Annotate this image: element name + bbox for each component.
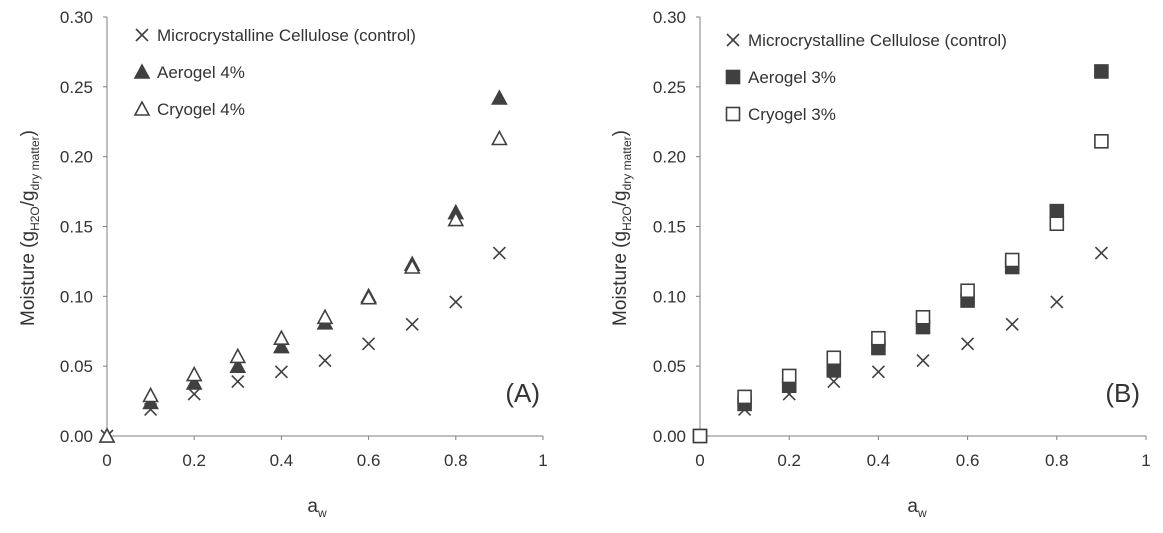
- legend-label: Microcrystalline Cellulose (control): [748, 31, 1007, 50]
- data-point: [187, 387, 201, 401]
- data-point: [1005, 317, 1019, 331]
- legend-label: Cryogel 3%: [748, 105, 836, 124]
- data-point: [781, 368, 797, 384]
- data-point: [403, 258, 421, 274]
- x-axis-label: aw: [907, 496, 927, 520]
- y-axis-label: Moisture (gH2O/gdry matter): [18, 130, 42, 326]
- y-tick-label: 0.10: [60, 287, 93, 306]
- data-point: [916, 354, 930, 368]
- panel-label: (B): [1105, 378, 1140, 408]
- legend-marker: [135, 28, 149, 42]
- data-point: [1050, 295, 1064, 309]
- y-tick-label: 0.15: [653, 218, 686, 237]
- panel-label: (A): [505, 378, 540, 408]
- data-point: [915, 309, 931, 325]
- data-point: [1094, 134, 1109, 149]
- data-point: [961, 337, 975, 351]
- legend-marker: [133, 63, 151, 79]
- data-point: [273, 329, 290, 346]
- x-tick-label: 0.2: [777, 451, 801, 470]
- legend-label: Cryogel 4%: [157, 100, 245, 119]
- data-point: [871, 330, 886, 346]
- data-point: [491, 129, 508, 146]
- legend-label: Aerogel 3%: [748, 68, 836, 87]
- y-axis-label: Moisture (gH2O/gdry matter): [610, 130, 634, 326]
- y-tick-label: 0.25: [653, 78, 686, 97]
- data-point: [362, 337, 376, 351]
- y-tick-label: 0.30: [60, 8, 93, 27]
- data-point: [185, 365, 203, 382]
- data-point: [229, 357, 247, 373]
- data-point: [960, 283, 975, 299]
- data-point: [98, 427, 116, 443]
- chart-panel: 0.00 0.05 0.10 0.15 0.20 0.25 0.30 0 0.2 0.4 0.6 0.…: [18, 8, 548, 520]
- y-tick-label: 0.25: [60, 78, 93, 97]
- y-tick-label: 0.15: [60, 218, 93, 237]
- legend-label: Microcrystalline Cellulose (control): [157, 26, 416, 45]
- data-point: [316, 308, 334, 325]
- series-1: [693, 246, 1108, 443]
- legend: Microcrystalline Cellulose (control) Aero…: [725, 31, 1007, 124]
- y-tick-label: 0.05: [60, 357, 93, 376]
- data-point: [405, 317, 419, 331]
- y-tick-label: 0.05: [653, 357, 686, 376]
- chart-panel: 0.00 0.05 0.10 0.15 0.20 0.25 0.30 0 0.2 0.4 0.6 0.…: [610, 8, 1151, 520]
- x-tick-label: 0: [102, 451, 111, 470]
- legend: Microcrystalline Cellulose (control) Aero…: [133, 26, 416, 119]
- legend-marker: [725, 69, 741, 85]
- series-1: [100, 246, 506, 443]
- x-tick-label: 0.8: [444, 451, 468, 470]
- data-point: [318, 354, 332, 368]
- x-tick-label: 0.6: [956, 451, 980, 470]
- data-point: [449, 295, 463, 309]
- x-tick-label: 0.2: [182, 451, 206, 470]
- y-tick-label: 0.10: [653, 287, 686, 306]
- y-tick-label: 0.00: [60, 427, 93, 446]
- data-point: [231, 374, 245, 389]
- series-3: [692, 134, 1109, 444]
- y-tick-label: 0.20: [653, 148, 686, 167]
- data-point: [692, 428, 708, 444]
- data-point: [273, 337, 290, 354]
- data-point: [1049, 216, 1065, 232]
- data-point: [274, 365, 288, 379]
- x-axis-label: aw: [307, 496, 327, 520]
- data-point: [737, 389, 752, 405]
- series-2: [98, 89, 508, 443]
- x-tick-label: 1: [1141, 451, 1150, 470]
- legend-marker: [726, 33, 740, 47]
- x-tick-label: 0: [695, 451, 704, 470]
- data-point: [142, 386, 159, 403]
- x-tick-label: 1: [538, 451, 547, 470]
- data-point: [491, 89, 508, 105]
- data-point: [447, 210, 465, 227]
- legend-marker: [725, 106, 741, 122]
- data-point: [185, 374, 203, 390]
- data-point: [826, 363, 842, 378]
- x-tick-label: 0.6: [357, 451, 381, 470]
- series-3: [98, 129, 508, 443]
- data-point: [229, 347, 247, 364]
- legend-label: Aerogel 4%: [157, 63, 245, 82]
- x-tick-label: 0.4: [867, 451, 891, 470]
- y-tick-label: 0.00: [653, 427, 686, 446]
- data-point: [1049, 203, 1065, 219]
- legend-marker: [133, 100, 151, 116]
- data-point: [492, 246, 506, 260]
- data-point: [1094, 64, 1109, 79]
- data-point: [1094, 246, 1108, 260]
- data-point: [360, 289, 377, 305]
- x-tick-label: 0.4: [270, 451, 294, 470]
- y-tick-label: 0.30: [653, 8, 686, 27]
- x-tick-label: 0.8: [1045, 451, 1069, 470]
- data-point: [826, 350, 842, 366]
- data-point: [1004, 252, 1020, 268]
- data-point: [871, 365, 885, 379]
- y-tick-label: 0.20: [60, 148, 93, 167]
